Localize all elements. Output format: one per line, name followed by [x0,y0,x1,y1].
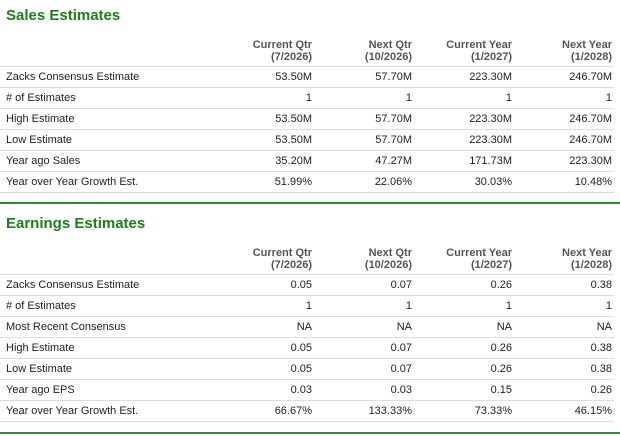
header-current-year: Current Year (1/2027) [414,241,514,275]
cell-value: 246.70M [514,108,614,130]
row-label: Year over Year Growth Est. [0,400,214,422]
cell-value: 0.05 [214,358,314,380]
table-row: Year over Year Growth Est. 66.67% 133.33… [0,400,614,422]
row-label: Zacks Consensus Estimate [0,274,214,296]
cell-value: NA [214,316,314,338]
table-row: High Estimate 53.50M 57.70M 223.30M 246.… [0,108,614,130]
cell-value: 57.70M [314,129,414,151]
cell-value: 57.70M [314,108,414,130]
sales-estimates-title: Sales Estimates [6,7,121,24]
header-current-qtr: Current Qtr (7/2026) [214,241,314,275]
cell-value: 0.26 [414,274,514,296]
header-next-year: Next Year (1/2028) [514,33,614,67]
row-label: High Estimate [0,108,214,130]
cell-value: 1 [514,87,614,109]
header-current-year: Current Year (1/2027) [414,33,514,67]
cell-value: 0.07 [314,358,414,380]
sales-estimates-table: Current Qtr (7/2026) Next Qtr (10/2026) Cu… [0,33,614,193]
row-label: Year ago EPS [0,379,214,401]
table-row: Year over Year Growth Est. 51.99% 22.06%… [0,171,614,193]
row-label: Year over Year Growth Est. [0,171,214,193]
cell-value: 1 [414,87,514,109]
cell-value: 10.48% [514,171,614,193]
section-divider [0,202,620,204]
row-label: Most Recent Consensus [0,316,214,338]
section-divider [0,432,620,434]
table-row: # of Estimates 1 1 1 1 [0,87,614,109]
cell-value: 171.73M [414,150,514,172]
header-current-qtr: Current Qtr (7/2026) [214,33,314,67]
earnings-estimates-title: Earnings Estimates [6,215,146,232]
table-row: High Estimate 0.05 0.07 0.26 0.38 [0,337,614,359]
cell-value: 0.26 [514,379,614,401]
cell-value: NA [514,316,614,338]
row-label: Zacks Consensus Estimate [0,66,214,88]
cell-value: 223.30M [414,129,514,151]
cell-value: 0.07 [314,274,414,296]
cell-value: 246.70M [514,129,614,151]
cell-value: 47.27M [314,150,414,172]
table-row: Most Recent Consensus NA NA NA NA [0,316,614,338]
cell-value: 35.20M [214,150,314,172]
table-row: Zacks Consensus Estimate 53.50M 57.70M 2… [0,66,614,88]
header-next-qtr: Next Qtr (10/2026) [314,241,414,275]
row-label: Year ago Sales [0,150,214,172]
cell-value: 57.70M [314,66,414,88]
cell-value: 0.07 [314,337,414,359]
cell-value: 0.05 [214,337,314,359]
cell-value: 1 [414,295,514,317]
header-blank [0,33,214,67]
row-label: High Estimate [0,337,214,359]
cell-value: NA [314,316,414,338]
cell-value: 0.03 [314,379,414,401]
cell-value: 0.26 [414,337,514,359]
cell-value: 46.15% [514,400,614,422]
row-label: # of Estimates [0,295,214,317]
cell-value: 133.33% [314,400,414,422]
cell-value: 246.70M [514,66,614,88]
table-header-row: Current Qtr (7/2026) Next Qtr (10/2026) Cu… [0,241,614,275]
cell-value: 0.38 [514,358,614,380]
row-label: # of Estimates [0,87,214,109]
table-row: Year ago EPS 0.03 0.03 0.15 0.26 [0,379,614,401]
row-label: Low Estimate [0,129,214,151]
cell-value: 1 [314,87,414,109]
cell-value: 22.06% [314,171,414,193]
cell-value: NA [414,316,514,338]
cell-value: 53.50M [214,66,314,88]
cell-value: 53.50M [214,129,314,151]
table-row: Low Estimate 0.05 0.07 0.26 0.38 [0,358,614,380]
header-next-year: Next Year (1/2028) [514,241,614,275]
row-label: Low Estimate [0,358,214,380]
table-row: Year ago Sales 35.20M 47.27M 171.73M 223… [0,150,614,172]
cell-value: 30.03% [414,171,514,193]
table-header-row: Current Qtr (7/2026) Next Qtr (10/2026) Cu… [0,33,614,67]
table-row: # of Estimates 1 1 1 1 [0,295,614,317]
cell-value: 0.38 [514,337,614,359]
cell-value: 0.03 [214,379,314,401]
cell-value: 0.38 [514,274,614,296]
cell-value: 0.05 [214,274,314,296]
cell-value: 223.30M [514,150,614,172]
table-row: Zacks Consensus Estimate 0.05 0.07 0.26 … [0,274,614,296]
cell-value: 73.33% [414,400,514,422]
header-blank [0,241,214,275]
cell-value: 0.26 [414,358,514,380]
cell-value: 66.67% [214,400,314,422]
cell-value: 1 [214,295,314,317]
cell-value: 1 [214,87,314,109]
cell-value: 0.15 [414,379,514,401]
cell-value: 51.99% [214,171,314,193]
cell-value: 223.30M [414,108,514,130]
cell-value: 53.50M [214,108,314,130]
cell-value: 1 [314,295,414,317]
cell-value: 1 [514,295,614,317]
table-row: Low Estimate 53.50M 57.70M 223.30M 246.7… [0,129,614,151]
earnings-estimates-table: Current Qtr (7/2026) Next Qtr (10/2026) Cu… [0,241,614,422]
cell-value: 223.30M [414,66,514,88]
header-next-qtr: Next Qtr (10/2026) [314,33,414,67]
